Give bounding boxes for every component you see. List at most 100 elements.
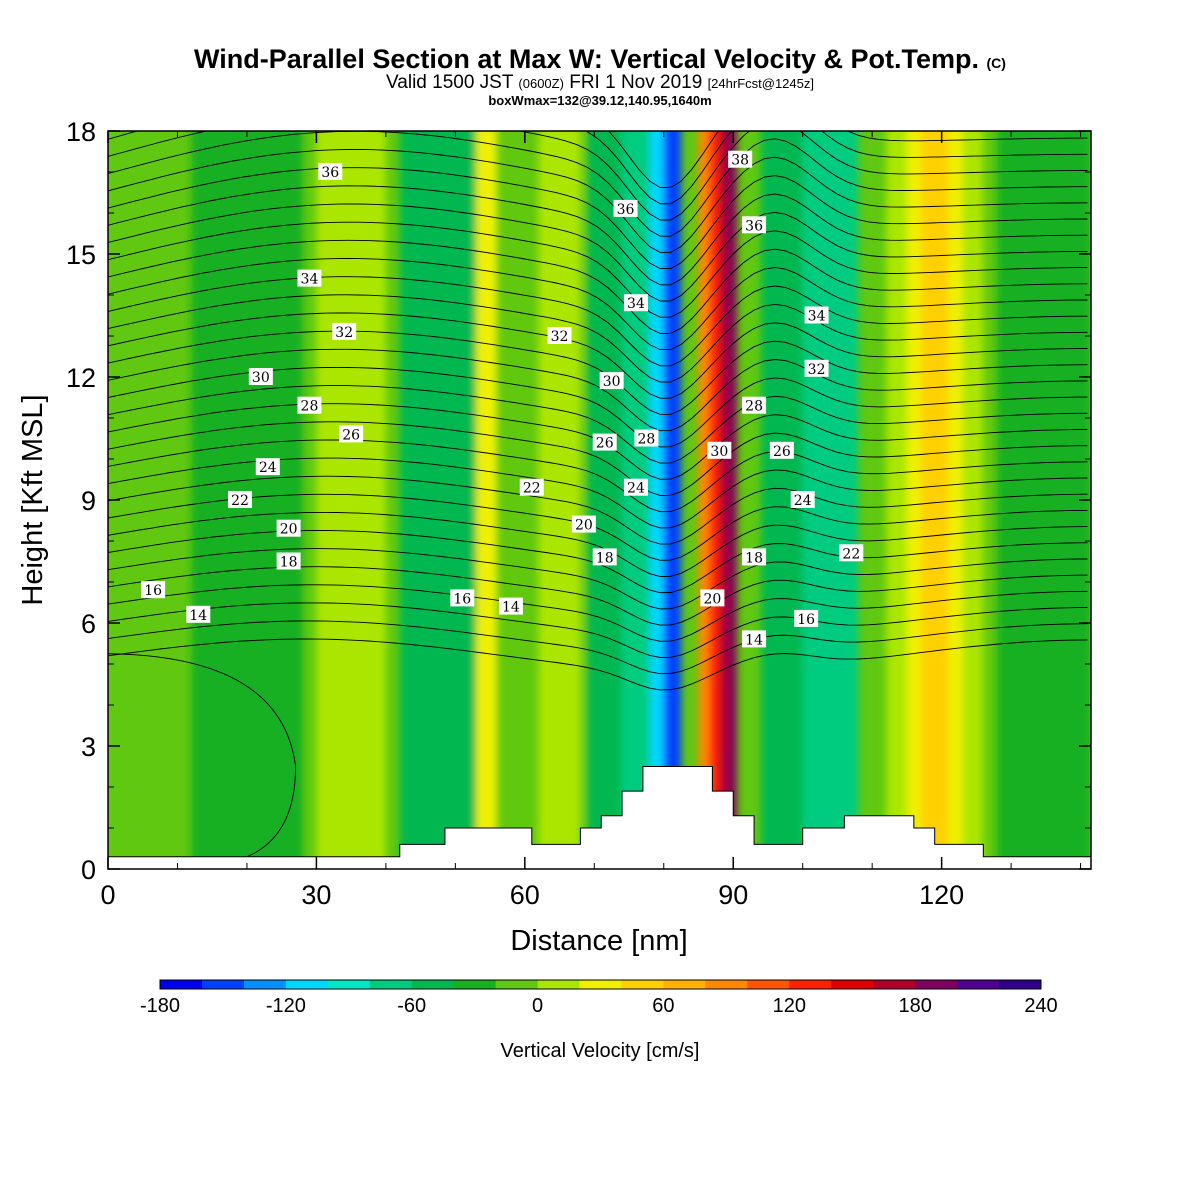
box-wmax-line: boxWmax=132@39.12,140.95,1640m bbox=[488, 93, 712, 108]
theta-contour-line bbox=[108, 348, 1088, 432]
y-tick-label: 12 bbox=[66, 363, 96, 393]
theta-label-text: 22 bbox=[523, 481, 541, 497]
theta-label-text: 34 bbox=[808, 309, 826, 325]
x-tick-label: 30 bbox=[301, 880, 331, 910]
theta-label-text: 14 bbox=[189, 608, 207, 624]
theta-label: 36 bbox=[318, 163, 343, 181]
theta-contour-line bbox=[108, 131, 1088, 221]
theta-label-text: 32 bbox=[808, 362, 826, 378]
colorbar-swatch bbox=[369, 980, 413, 989]
colorbar-swatch bbox=[831, 980, 874, 989]
theta-label-text: 28 bbox=[745, 399, 763, 415]
theta-contour-line bbox=[108, 653, 297, 858]
colorbar-swatch bbox=[285, 980, 329, 989]
theta-label-text: 20 bbox=[575, 518, 593, 534]
theta-label-text: 36 bbox=[617, 202, 635, 218]
velocity-field bbox=[108, 131, 1091, 869]
velocity-band bbox=[663, 131, 682, 869]
theta-label-text: 22 bbox=[842, 546, 860, 562]
theta-contour-line bbox=[108, 131, 1088, 237]
theta-label: 24 bbox=[623, 478, 648, 497]
theta-contour-line bbox=[608, 131, 1088, 189]
theta-label-text: 30 bbox=[603, 374, 621, 390]
theta-contour-line bbox=[108, 620, 1088, 675]
theta-label: 30 bbox=[599, 372, 624, 390]
theta-label: 18 bbox=[276, 552, 301, 571]
theta-label-text: 16 bbox=[144, 583, 162, 599]
theta-label: 36 bbox=[742, 216, 767, 234]
colorbar-swatch bbox=[243, 980, 287, 989]
theta-label: 20 bbox=[571, 515, 596, 534]
chart-title-text: Wind-Parallel Section at Max W: Vertical… bbox=[194, 44, 979, 74]
y-tick-label: 9 bbox=[81, 486, 96, 516]
theta-label: 14 bbox=[186, 605, 211, 624]
colorbar-swatch bbox=[663, 980, 706, 989]
colorbar-title: Vertical Velocity [cm/s] bbox=[501, 1040, 700, 1062]
x-tick-label: 90 bbox=[718, 880, 748, 910]
velocity-band bbox=[727, 131, 737, 869]
colorbar-tick-label: 120 bbox=[773, 995, 806, 1017]
terrain-profile bbox=[108, 766, 1091, 869]
colorbar-swatch bbox=[873, 980, 916, 989]
theta-label-text: 36 bbox=[321, 165, 339, 181]
theta-label: 16 bbox=[794, 609, 819, 628]
theta-label: 24 bbox=[255, 458, 280, 476]
theta-label-text: 38 bbox=[731, 153, 749, 169]
theta-label: 16 bbox=[141, 581, 166, 599]
theta-label: 20 bbox=[700, 589, 725, 607]
x-tick-label: 60 bbox=[510, 880, 540, 910]
colorbar-tick-label: 0 bbox=[532, 995, 543, 1017]
theta-label-text: 32 bbox=[551, 329, 569, 345]
theta-label: 22 bbox=[227, 491, 252, 509]
theta-label-text: 36 bbox=[745, 218, 763, 234]
theta-label: 20 bbox=[276, 519, 301, 538]
theta-label: 26 bbox=[769, 441, 794, 460]
theta-label: 38 bbox=[728, 150, 753, 169]
theta-label: 26 bbox=[339, 425, 364, 443]
velocity-band bbox=[538, 131, 581, 869]
theta-label-text: 34 bbox=[301, 272, 319, 288]
theta-contour-line bbox=[108, 131, 1088, 205]
y-tick-label: 3 bbox=[81, 732, 96, 762]
colorbar-swatch bbox=[915, 980, 958, 989]
theta-label-text: 28 bbox=[301, 399, 319, 415]
colorbar-tick-label: -60 bbox=[397, 995, 426, 1017]
theta-label-text: 32 bbox=[335, 325, 353, 341]
theta-label-text: 14 bbox=[745, 632, 763, 648]
theta-label: 26 bbox=[592, 433, 617, 452]
colorbar-swatch bbox=[411, 980, 455, 989]
terrain bbox=[108, 766, 1091, 869]
theta-contour-line bbox=[108, 294, 1088, 383]
theta-label: 34 bbox=[623, 294, 648, 312]
colorbar-tick-label: 180 bbox=[898, 995, 931, 1017]
velocity-band bbox=[476, 131, 498, 869]
theta-contour-line bbox=[108, 149, 1088, 253]
theta-label: 16 bbox=[450, 589, 475, 607]
theta-contour-line bbox=[108, 511, 1088, 577]
theta-contour-line bbox=[108, 584, 1088, 642]
theta-label: 28 bbox=[297, 396, 322, 415]
theta-label-text: 26 bbox=[773, 444, 791, 460]
theta-label-text: 30 bbox=[710, 444, 728, 460]
colorbar-swatch bbox=[999, 980, 1042, 989]
theta-label: 30 bbox=[707, 441, 732, 460]
theta-contour-line bbox=[108, 203, 1088, 302]
theta-label-text: 20 bbox=[280, 522, 298, 538]
velocity-band bbox=[920, 131, 949, 869]
colorbar-swatch bbox=[957, 980, 1000, 989]
chart-title: Wind-Parallel Section at Max W: Vertical… bbox=[0, 44, 1200, 75]
y-tick-label: 15 bbox=[66, 240, 96, 270]
forecast-info: [24hrFcst@1245z] bbox=[707, 76, 814, 91]
theta-contour-line bbox=[108, 638, 1088, 691]
theta-label: 36 bbox=[613, 199, 638, 218]
theta-contour-line bbox=[108, 385, 1088, 464]
colorbar: -180 -120 -60 0 60 120 180 240 bbox=[140, 979, 1058, 1017]
theta-contour-line bbox=[108, 439, 1088, 513]
chart-title-tag: (C) bbox=[986, 55, 1006, 71]
theta-label: 22 bbox=[519, 478, 544, 497]
colorbar-frame bbox=[159, 979, 1042, 990]
colorbar-swatch bbox=[789, 980, 832, 989]
theta-contour-line bbox=[108, 258, 1088, 351]
